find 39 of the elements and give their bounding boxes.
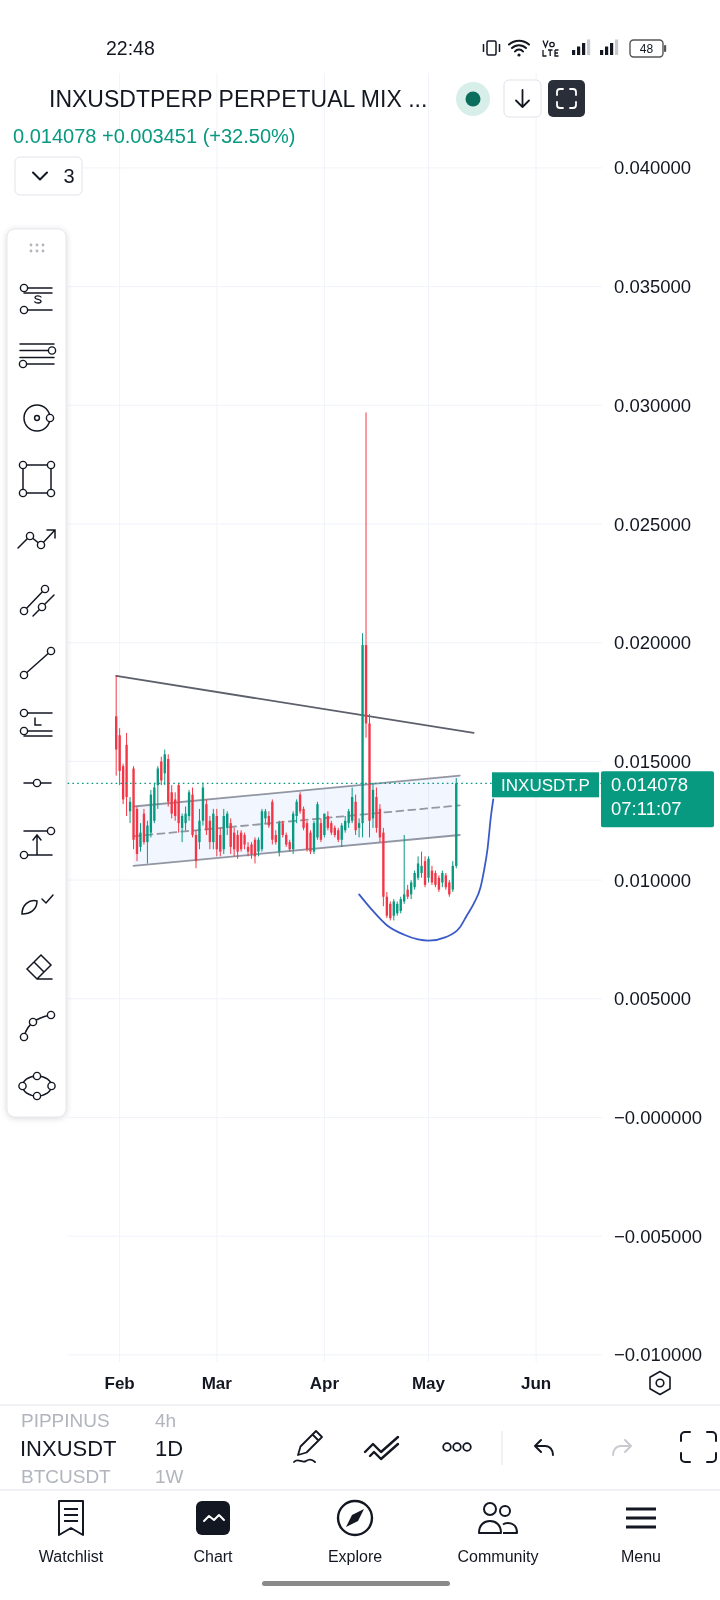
text: 22:48	[106, 37, 155, 59]
candlestick	[236, 829, 239, 860]
text: 4h	[155, 1409, 177, 1431]
x-tick-label: Feb	[104, 1373, 135, 1393]
ref-line-label: INXUSDT.P	[501, 775, 590, 795]
x-tick-label: Jun	[520, 1373, 552, 1393]
y-tick-label: 0.015000	[614, 750, 692, 772]
text: Community	[457, 1547, 539, 1565]
y-tick-label: −0.005000	[614, 1225, 702, 1247]
y-tick-label: 0.020000	[614, 632, 692, 654]
text: Menu	[620, 1547, 662, 1565]
y-tick-label: 0.010000	[614, 869, 692, 891]
text: 0.014078	[611, 773, 689, 795]
y-tick-label: −0.010000	[614, 1344, 702, 1366]
text: 1D	[155, 1435, 184, 1461]
text: PIPPINUS	[21, 1409, 110, 1431]
x-tick-label: Mar	[201, 1373, 233, 1393]
text: 07:11:07	[611, 797, 682, 819]
y-tick-label: −0.000000	[614, 1106, 702, 1128]
text: 48	[639, 41, 654, 56]
y-tick-label: 0.005000	[614, 988, 692, 1010]
x-tick-label: May	[411, 1373, 446, 1393]
candlestick	[427, 855, 430, 883]
text: Chart	[193, 1547, 234, 1565]
annotation: 3	[63, 165, 75, 187]
x-tick-label: Apr	[309, 1373, 340, 1393]
candlestick	[139, 822, 142, 853]
text: Explore	[327, 1547, 383, 1565]
text: 1W	[155, 1465, 184, 1487]
y-tick-label: 0.030000	[614, 394, 692, 416]
text: Watchlist	[38, 1547, 104, 1565]
text: INXUSDTPERP PERPETUAL MIX ...	[49, 86, 428, 112]
text: BTCUSDT	[21, 1465, 112, 1487]
y-tick-label: 0.040000	[614, 157, 692, 179]
y-tick-label: 0.025000	[614, 513, 692, 535]
text: 0.014078 +0.003451 (+32.50%)	[13, 125, 296, 147]
candlestick	[420, 851, 423, 879]
y-tick-label: 0.035000	[614, 276, 692, 298]
text: INXUSDT	[20, 1435, 117, 1461]
